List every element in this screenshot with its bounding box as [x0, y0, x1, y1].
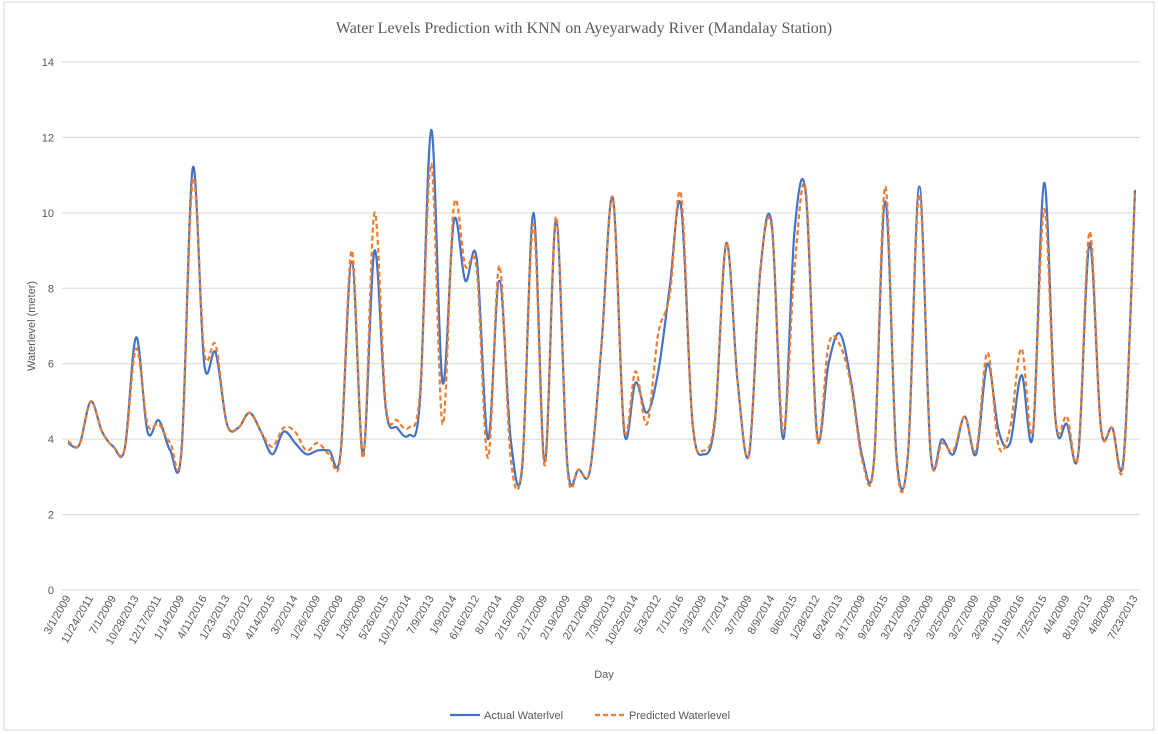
y-axis-label: Waterlevel (meter) — [26, 281, 38, 371]
y-tick-label: 8 — [48, 283, 54, 295]
chart-title: Water Levels Prediction with KNN on Ayey… — [336, 20, 832, 37]
data-line — [67, 128, 1137, 491]
y-tick-label: 6 — [48, 359, 54, 371]
y-tick-label: 4 — [48, 434, 54, 446]
x-axis-label: Day — [594, 669, 614, 681]
y-tick-label: 12 — [42, 132, 54, 144]
legend-label: Predicted Waterlevel — [629, 710, 730, 722]
chart-border — [3, 1, 1155, 731]
y-tick-label: 10 — [42, 208, 54, 220]
y-tick-label: 0 — [48, 585, 54, 597]
y-tick-label: 2 — [48, 510, 54, 522]
data-line — [67, 162, 1137, 494]
legend-label: Actual Waterlvel — [484, 710, 563, 722]
y-tick-label: 14 — [42, 57, 54, 69]
